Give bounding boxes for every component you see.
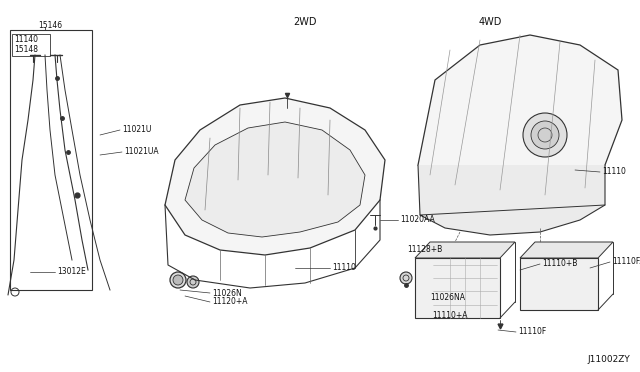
- Circle shape: [173, 275, 183, 285]
- Circle shape: [400, 272, 412, 284]
- Text: 11140: 11140: [14, 35, 38, 44]
- Text: 11110F: 11110F: [518, 327, 547, 337]
- Polygon shape: [415, 242, 515, 258]
- Circle shape: [170, 272, 186, 288]
- Circle shape: [187, 276, 199, 288]
- Text: 11110: 11110: [332, 263, 356, 273]
- Text: 2WD: 2WD: [293, 17, 317, 27]
- Text: 11110+B: 11110+B: [542, 260, 577, 269]
- Polygon shape: [185, 122, 365, 237]
- Text: J11002ZY: J11002ZY: [588, 356, 630, 365]
- Polygon shape: [165, 98, 385, 255]
- Text: 15148: 15148: [14, 45, 38, 54]
- Text: 11026NA: 11026NA: [430, 294, 465, 302]
- Text: 11110+A: 11110+A: [432, 311, 467, 320]
- Text: 11120+A: 11120+A: [212, 298, 248, 307]
- Polygon shape: [418, 165, 605, 235]
- Text: 4WD: 4WD: [478, 17, 502, 27]
- Text: 11021U: 11021U: [122, 125, 152, 135]
- Bar: [12, 34, 50, 56]
- Polygon shape: [520, 258, 598, 310]
- Text: 11020AA: 11020AA: [400, 215, 435, 224]
- Text: 13012E: 13012E: [57, 267, 86, 276]
- Circle shape: [523, 113, 567, 157]
- Text: 11026N: 11026N: [212, 289, 242, 298]
- Polygon shape: [418, 35, 622, 200]
- Polygon shape: [520, 242, 613, 258]
- Circle shape: [531, 121, 559, 149]
- Text: 11128+B: 11128+B: [407, 246, 442, 254]
- Polygon shape: [415, 258, 500, 318]
- Text: 11110FA: 11110FA: [612, 257, 640, 266]
- Text: 11021UA: 11021UA: [124, 148, 159, 157]
- Bar: [10, 30, 92, 290]
- Text: 11110: 11110: [602, 167, 626, 176]
- Text: 15146: 15146: [38, 22, 62, 31]
